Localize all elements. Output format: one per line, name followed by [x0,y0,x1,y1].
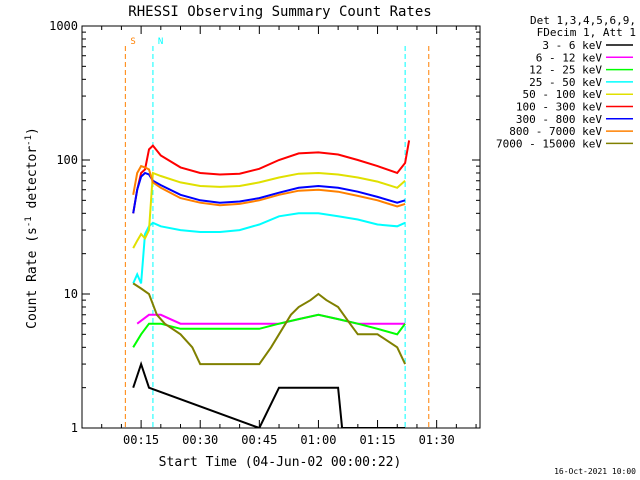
state-marker-label: N [158,37,163,47]
plot-area: 00:15 00:30 00:45 01:00 01:15 01:30 1 10 100 1000… [49,19,481,447]
series-line-2 [136,313,406,325]
legend-label: 100 - 300 keV [516,101,602,114]
y-axis-label-sup: -1 [24,135,34,146]
legend-label: 800 - 7000 keV [509,125,602,138]
state-marker-label: S [130,37,135,47]
y-tick-label: 1 [71,421,78,435]
x-tick-label: 00:30 [182,433,218,447]
series-line-7 [132,171,406,214]
data-layer [124,46,430,428]
series-line-9 [132,282,407,366]
legend-header: Det 1,3,4,5,6,9, [530,14,636,27]
legend-label: 3 - 6 keV [542,39,602,52]
x-tick-label: 00:45 [241,433,277,447]
x-axis-label: Start Time (04-Jun-02 00:00:22) [159,455,402,470]
legend-label: 6 - 12 keV [536,51,603,64]
y-axis-label-sup: -1 [24,216,34,227]
legend-label: 7000 - 15000 keV [496,137,602,150]
y-tick-label: 1000 [49,19,78,33]
y-axis-label: Count Rate (s-1 detector-1) [24,127,40,329]
plot-frame [81,25,481,429]
series-line-6 [132,140,411,214]
footer-date: 16-Oct-2021 10:00 [554,467,636,476]
legend-label: 50 - 100 keV [523,88,603,101]
legend-label: 25 - 50 keV [529,76,602,89]
x-tick-label: 00:15 [123,433,159,447]
series-line-8 [132,164,406,208]
x-tick-label: 01:00 [300,433,336,447]
legend-header: FDecim 1, Att 1 [537,26,636,39]
legend: Det 1,3,4,5,6,9,FDecim 1, Att 13 - 6 keV… [496,14,636,150]
x-tick-label: 01:30 [419,433,455,447]
y-axis-label-part: ) [25,127,40,135]
chart-title: RHESSI Observing Summary Count Rates [128,4,431,20]
series-line-1 [132,360,406,428]
y-tick-label: 10 [64,287,78,301]
y-tick-label: 100 [56,153,78,167]
y-axis-label-part: detector [25,146,40,217]
legend-label: 12 - 25 keV [529,64,602,77]
series-line-3 [132,313,406,348]
series-line-5 [132,171,406,249]
series-line-4 [132,212,406,284]
y-axis-label-part: Count Rate (s [25,227,40,329]
x-tick-label: 01:15 [359,433,395,447]
legend-label: 300 - 800 keV [516,113,602,126]
